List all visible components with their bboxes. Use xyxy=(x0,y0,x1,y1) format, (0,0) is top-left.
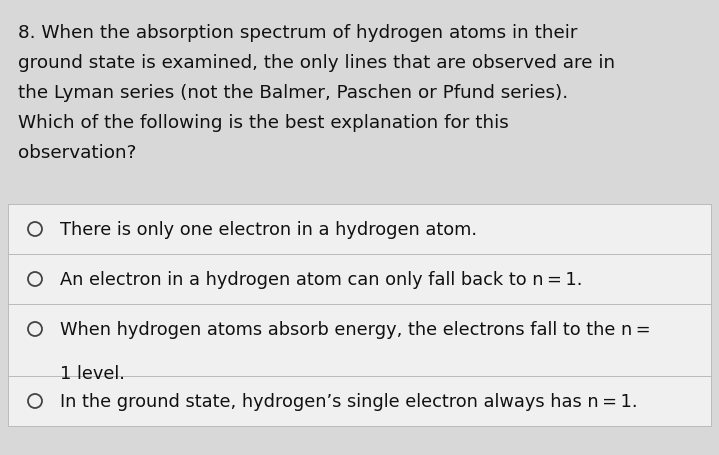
FancyBboxPatch shape xyxy=(8,205,711,254)
Text: When hydrogen atoms absorb energy, the electrons fall to the n =: When hydrogen atoms absorb energy, the e… xyxy=(60,320,651,338)
Text: Which of the following is the best explanation for this: Which of the following is the best expla… xyxy=(18,113,509,131)
Text: ground state is examined, the only lines that are observed are in: ground state is examined, the only lines… xyxy=(18,53,615,71)
Text: 8. When the absorption spectrum of hydrogen atoms in their: 8. When the absorption spectrum of hydro… xyxy=(18,24,577,41)
Text: the Lyman series (not the Balmer, Paschen or Pfund series).: the Lyman series (not the Balmer, Pasche… xyxy=(18,83,568,101)
Text: In the ground state, hydrogen’s single electron always has n = 1.: In the ground state, hydrogen’s single e… xyxy=(60,392,638,410)
Text: An electron in a hydrogen atom can only fall back to n = 1.: An electron in a hydrogen atom can only … xyxy=(60,270,582,288)
FancyBboxPatch shape xyxy=(8,304,711,376)
FancyBboxPatch shape xyxy=(8,376,711,426)
Text: There is only one electron in a hydrogen atom.: There is only one electron in a hydrogen… xyxy=(60,221,477,238)
Text: 1 level.: 1 level. xyxy=(60,364,125,382)
FancyBboxPatch shape xyxy=(8,254,711,304)
Text: observation?: observation? xyxy=(18,143,137,161)
